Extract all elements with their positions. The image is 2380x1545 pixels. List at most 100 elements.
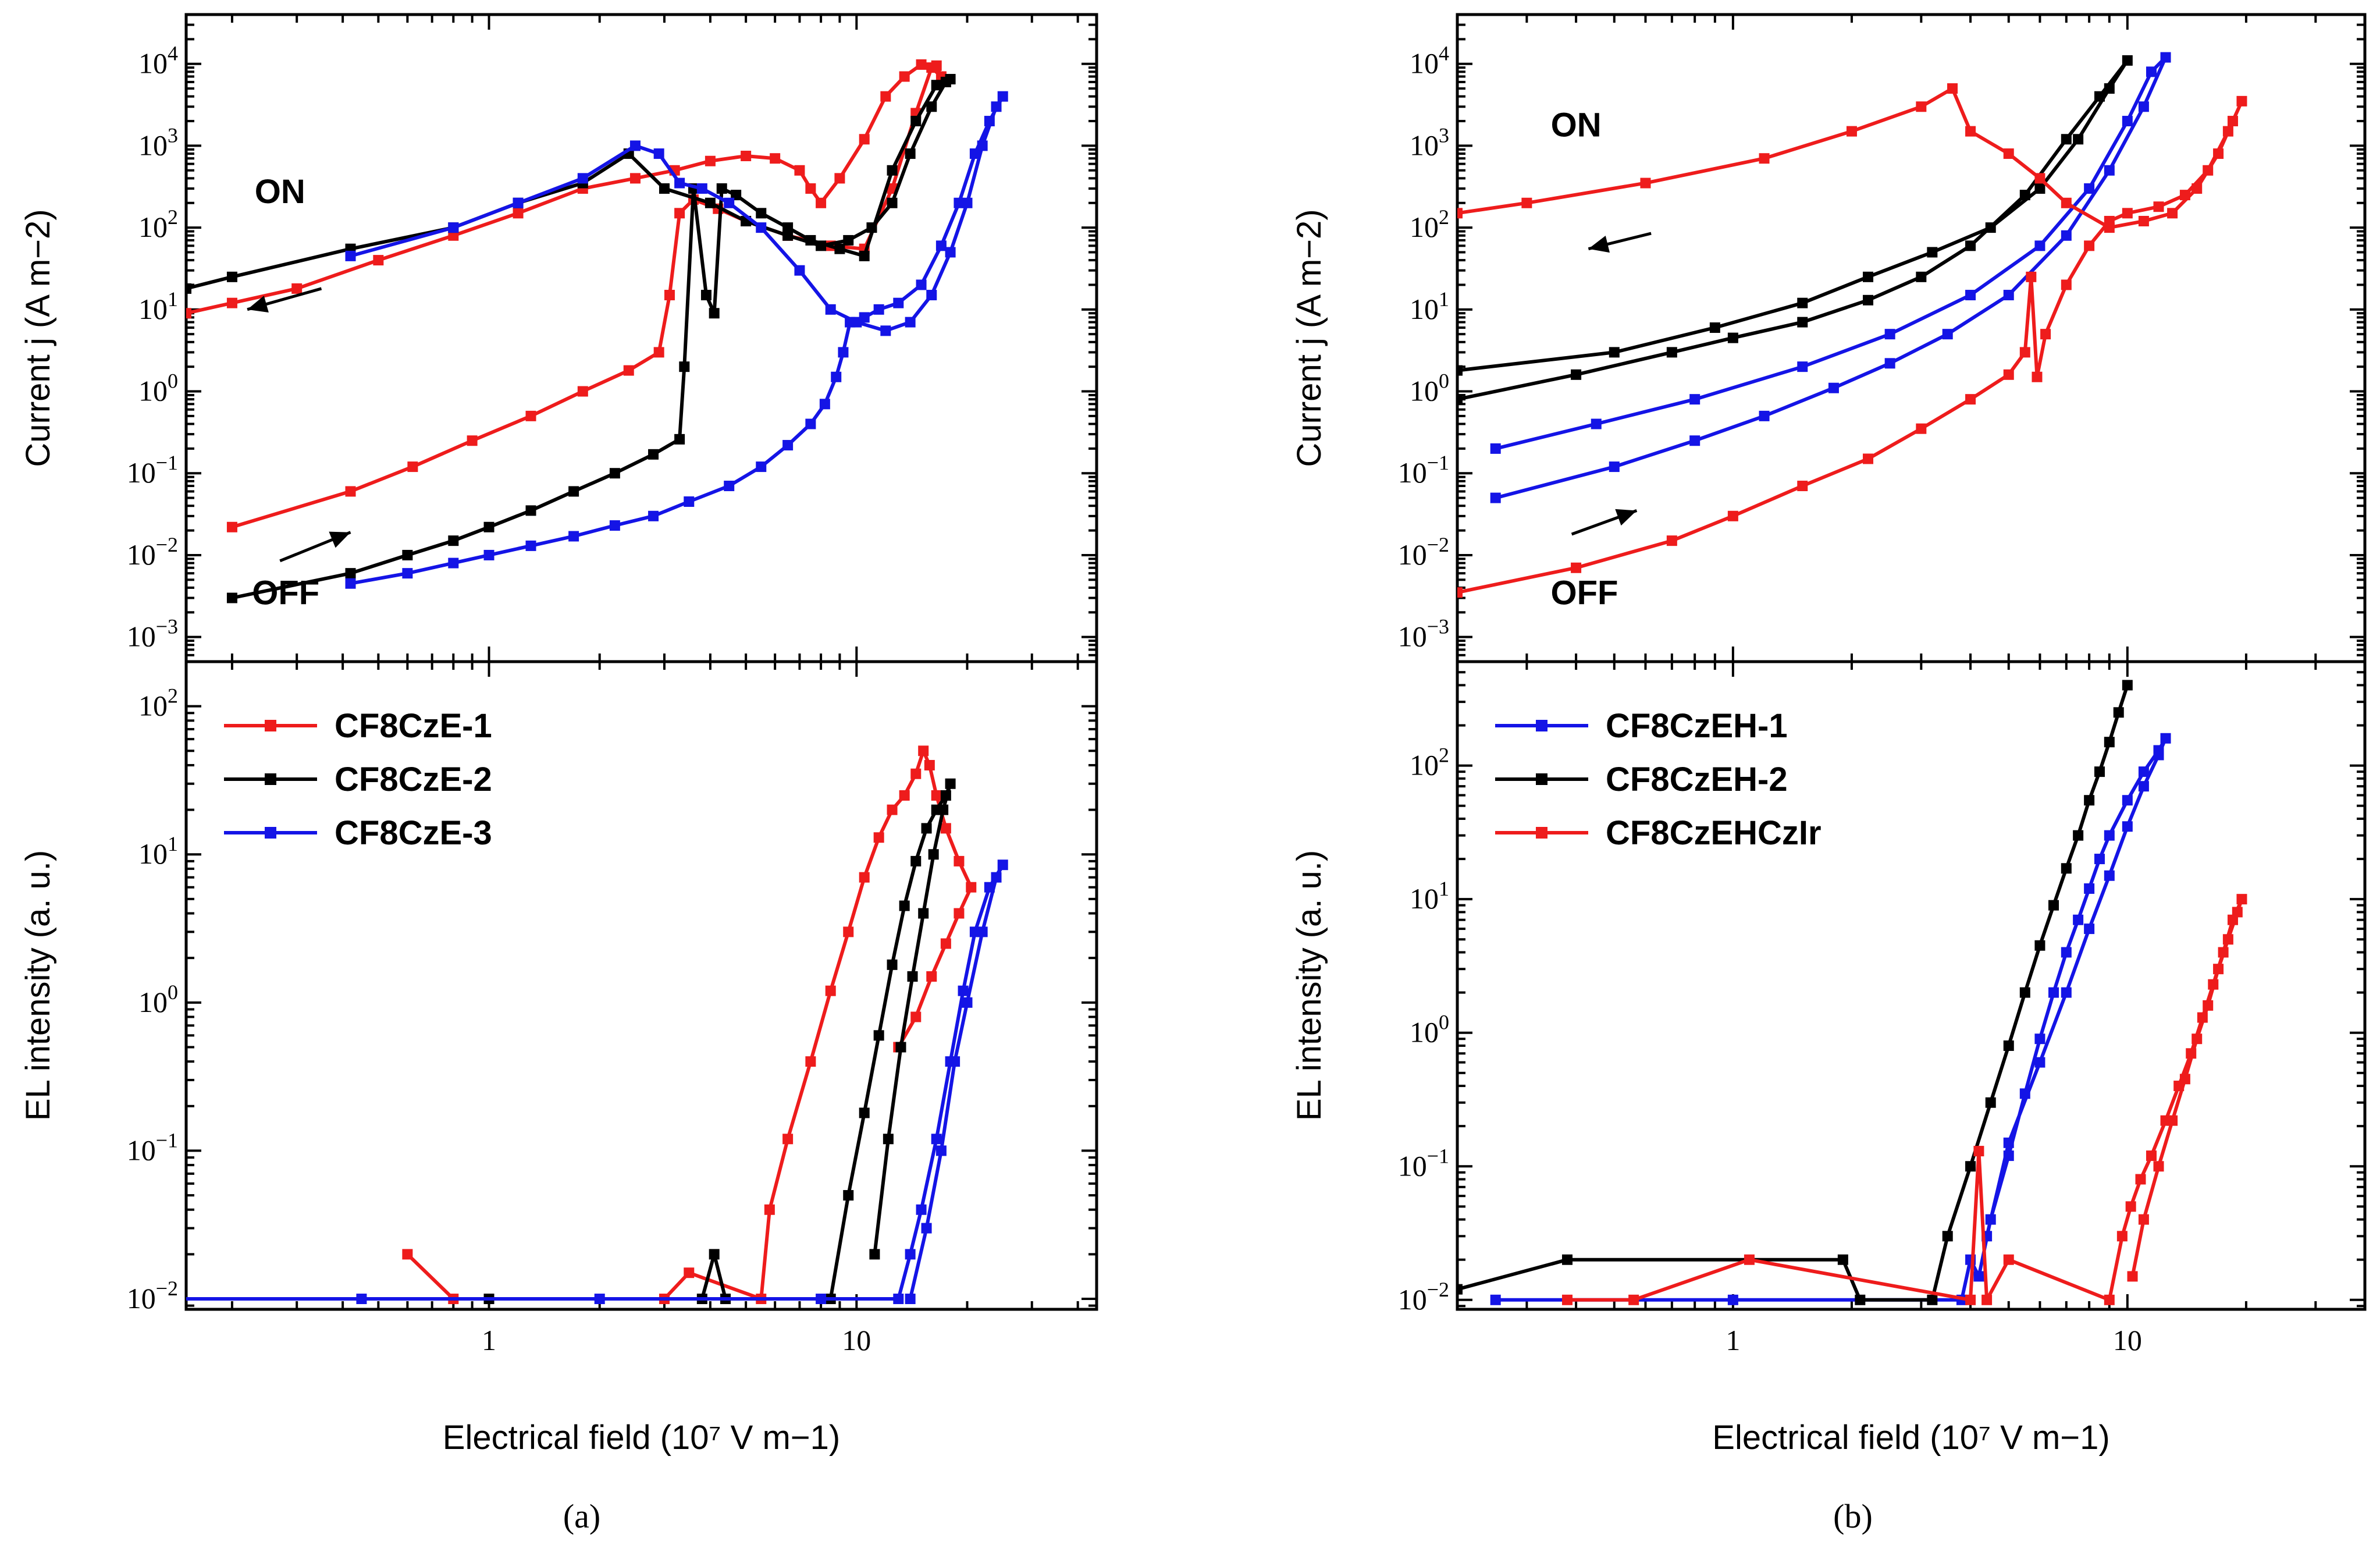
a-bottom-series-marker (949, 1056, 960, 1067)
b-bottom-legend-label: CF8CzEHCzIr (1606, 814, 1822, 852)
a-top-series-marker (834, 173, 845, 184)
a-top-series-marker (648, 510, 659, 521)
a-top-series-marker (448, 557, 459, 569)
b-bottom-series-marker (2034, 1033, 2045, 1045)
a-top-series-marker (226, 592, 237, 603)
a-top-series-marker (483, 521, 495, 532)
b-top-series-marker (2179, 190, 2190, 201)
a-top-series-marker (648, 449, 659, 460)
b-top-y-axis-title: Current j (A m−2) (1290, 209, 1328, 467)
a-top-series-marker (794, 265, 805, 276)
a-top-series-marker (859, 250, 870, 261)
b-bottom-series-marker (2186, 1048, 2197, 1059)
b-top-series-marker (1797, 317, 1808, 328)
a-bottom-series-1 (402, 745, 977, 1305)
b-bottom-series-2 (1457, 680, 2133, 1305)
b-top-series-3 (1457, 83, 2247, 598)
b-top-series-marker (1640, 177, 1651, 189)
a-top-series-marker (653, 347, 664, 358)
a-top-series-marker (731, 190, 742, 201)
b-bottom-series-marker (2034, 940, 2045, 951)
b-bottom-series-marker (2104, 870, 2115, 881)
b-bottom-series-marker (1985, 1214, 1996, 1225)
b-bottom-series-marker (2061, 947, 2072, 958)
b-bottom-series-marker (2113, 707, 2124, 718)
b-top-y-tick-label: 10−2 (1398, 533, 1449, 571)
b-bottom-series-marker (2203, 1000, 2214, 1011)
b-top-series-marker (1884, 358, 1895, 369)
a-bottom-series-marker (958, 985, 969, 996)
a-top-series-marker (977, 140, 988, 151)
b-top-arrow-head (1588, 235, 1610, 253)
b-top-series-marker (2061, 230, 2072, 241)
b-top-series-marker (1947, 83, 1958, 94)
b-bottom-legend-label: CF8CzEH-2 (1606, 761, 1788, 798)
a-bottom-series-marker (926, 971, 937, 982)
a-bottom-y-axis-title: EL intensity (a. u.) (19, 850, 57, 1121)
a-top-series-marker (226, 297, 237, 308)
a-top-series-marker (674, 434, 685, 445)
a-bottom-series-marker (869, 1249, 880, 1260)
b-top-y-tick-label: 101 (1410, 287, 1449, 325)
b-bottom-series-marker (1973, 1146, 1984, 1157)
a-top-series-marker (825, 304, 836, 315)
panel-b-caption: (b) (1833, 1497, 1873, 1535)
b-top-series-marker (1965, 240, 1976, 251)
a-bottom-series-marker (935, 1145, 947, 1156)
b-top-series-marker (1689, 435, 1700, 446)
a-top-y-tick-label: 10−3 (127, 615, 178, 653)
a-top-series-marker (664, 290, 675, 301)
b-top-series-marker (1863, 453, 1874, 464)
b-bottom-series-marker (2153, 750, 2164, 761)
b-bottom-x-axis-title: Electrical field (10⁷ V m−1) (1712, 1419, 2109, 1457)
a-top-series-marker (756, 208, 767, 219)
a-top-series-marker (997, 91, 1008, 102)
b-top-y-tick-label: 100 (1410, 370, 1449, 407)
b-top-series-marker (1609, 347, 1620, 358)
b-top-series-marker (2213, 148, 2224, 159)
b-bottom-series-marker (1973, 1271, 1984, 1282)
b-bottom-series-marker (1837, 1254, 1848, 1265)
a-bottom-series-marker (924, 759, 935, 770)
b-top-series-marker (2153, 201, 2164, 212)
a-top-series-line (186, 77, 952, 600)
b-bottom-legend-marker (1536, 773, 1547, 785)
b-top-series-marker (1797, 297, 1808, 308)
a-top-y-tick-label: 10−2 (127, 533, 178, 571)
b-bottom-series-marker (1985, 1097, 1996, 1108)
b-top-series-marker (2034, 173, 2045, 184)
a-bottom-series-marker (954, 855, 965, 866)
b-bottom-series-marker (1727, 1294, 1738, 1305)
b-top-series-marker (1490, 443, 1501, 454)
b-top-series-marker (2034, 240, 2045, 251)
b-top-series-marker (2040, 329, 2051, 340)
b-bottom-series-marker (2146, 1150, 2157, 1162)
a-top-y-tick-label: 100 (138, 370, 178, 407)
a-top-series-marker (756, 461, 767, 473)
b-top-series-marker (1916, 423, 1927, 434)
a-top-series-line (350, 94, 1005, 585)
a-bottom-series-line (489, 782, 952, 1301)
a-top-series-marker (931, 80, 942, 91)
b-bottom-series-marker (1744, 1254, 1755, 1265)
b-bottom-series-marker (2138, 1214, 2149, 1225)
b-bottom-series-marker (2048, 987, 2059, 998)
a-bottom-series-marker (402, 1249, 413, 1260)
a-top-series-marker (684, 496, 695, 507)
a-top-y-tick-label: 102 (138, 205, 178, 243)
a-bottom-series-marker (940, 790, 951, 801)
a-top-series-marker (782, 230, 794, 241)
b-bottom-series-marker (2236, 894, 2247, 905)
a-top-y-tick-label: 103 (138, 123, 178, 161)
b-bottom-series-marker (2084, 924, 2095, 935)
a-top-series-marker (770, 153, 781, 164)
a-bottom-legend-label: CF8CzE-1 (335, 707, 492, 745)
b-top-series-marker (2122, 116, 2133, 127)
b-top-arrow-head (1615, 509, 1637, 526)
a-top-series-marker (794, 165, 805, 176)
b-bottom-series-marker (1561, 1294, 1573, 1305)
b-bottom-series-marker (1942, 1231, 1953, 1242)
b-bottom-series-marker (2218, 947, 2229, 958)
b-bottom-series-marker (2048, 900, 2059, 911)
a-bottom-series-marker (684, 1267, 695, 1278)
